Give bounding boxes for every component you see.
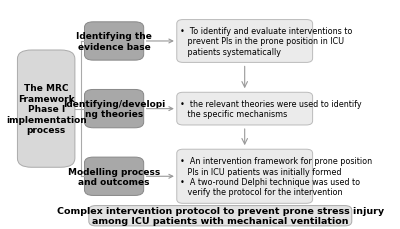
- Text: Identifying the
evidence base: Identifying the evidence base: [76, 32, 152, 52]
- Text: •  An intervention framework for prone position
   PIs in ICU patients was initi: • An intervention framework for prone po…: [180, 156, 372, 196]
- FancyBboxPatch shape: [84, 23, 144, 61]
- FancyBboxPatch shape: [84, 157, 144, 196]
- Text: •  To identify and evaluate interventions to
   prevent PIs in the prone positio: • To identify and evaluate interventions…: [180, 27, 352, 57]
- FancyBboxPatch shape: [84, 90, 144, 128]
- FancyBboxPatch shape: [177, 150, 313, 203]
- FancyBboxPatch shape: [177, 20, 313, 63]
- Text: •  the relevant theories were used to identify
   the specific mechanisms: • the relevant theories were used to ide…: [180, 99, 361, 119]
- FancyBboxPatch shape: [89, 206, 352, 226]
- FancyBboxPatch shape: [177, 93, 313, 125]
- Text: The MRC
Framework
Phase I
implementation
process: The MRC Framework Phase I implementation…: [6, 84, 86, 134]
- Text: Modelling process
and outcomes: Modelling process and outcomes: [68, 167, 160, 186]
- Text: Identifying/developi
ng theories: Identifying/developi ng theories: [63, 99, 165, 119]
- Text: Complex intervention protocol to prevent prone stress injury
among ICU patients : Complex intervention protocol to prevent…: [57, 206, 384, 225]
- FancyBboxPatch shape: [18, 51, 75, 168]
